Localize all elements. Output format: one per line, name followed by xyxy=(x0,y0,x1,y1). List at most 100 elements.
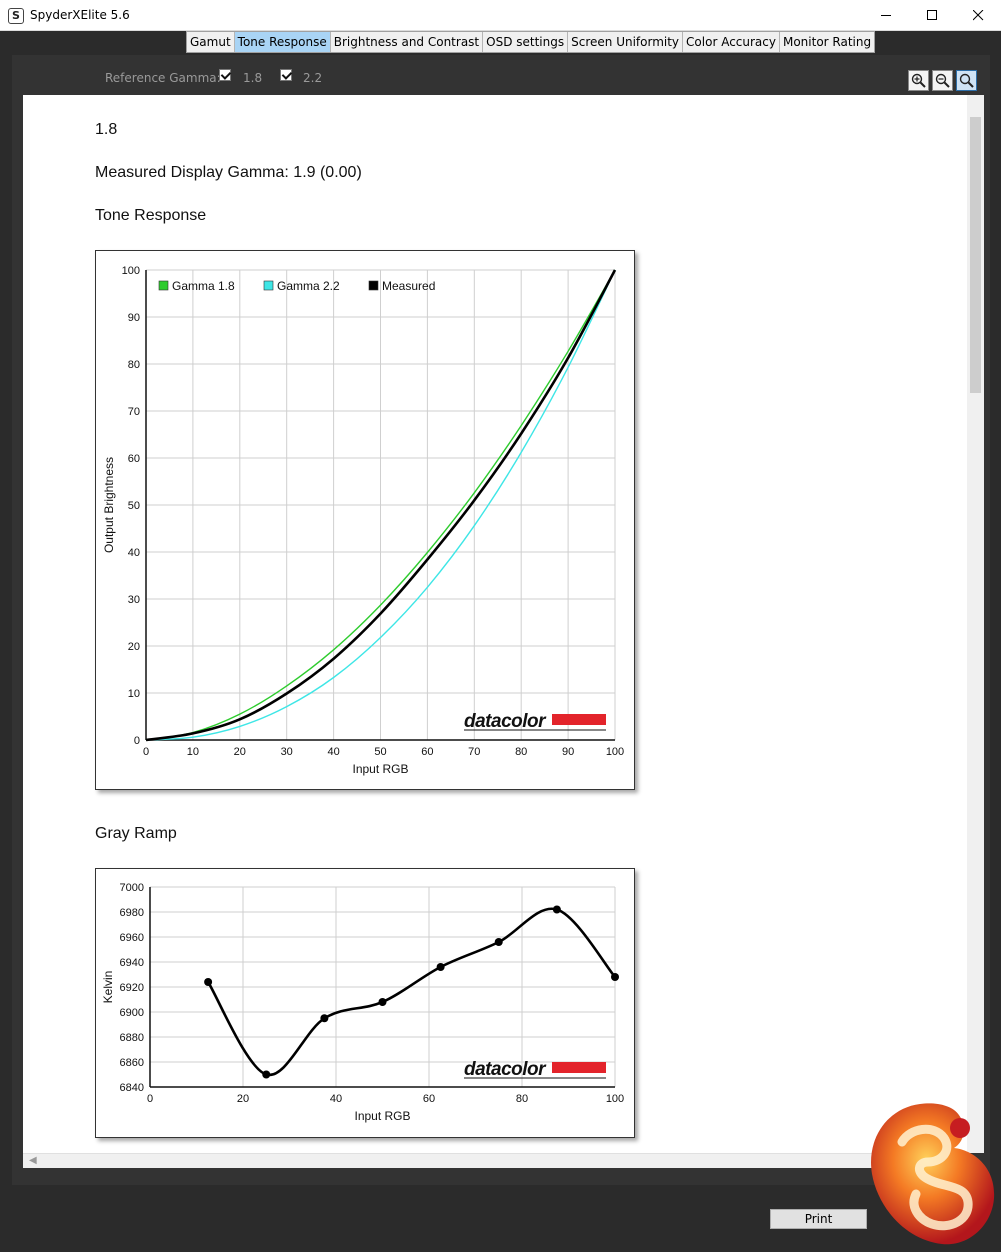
y-tick-label: 100 xyxy=(122,265,140,277)
zoom-out-button[interactable] xyxy=(932,70,953,91)
tab-screen-uniformity[interactable]: Screen Uniformity xyxy=(568,32,684,52)
datacolor-wordmark: datacolor xyxy=(464,1059,547,1080)
tab-osd-settings[interactable]: OSD settings xyxy=(483,32,569,52)
datacolor-bar xyxy=(552,1062,606,1073)
x-tick-label: 90 xyxy=(562,746,574,758)
series-line-2 xyxy=(145,269,617,742)
data-point xyxy=(552,905,561,914)
x-tick-label: 0 xyxy=(147,1093,153,1105)
x-tick-label: 30 xyxy=(281,746,293,758)
legend-swatch xyxy=(368,280,379,291)
x-axis-label: Input RGB xyxy=(354,1109,410,1123)
legend-label: Gamma 2.2 xyxy=(277,279,340,293)
title-bar: S SpyderXElite 5.6 xyxy=(0,0,1001,31)
gray-ramp-chart: 0 20 40 60 80 100 6840 6860 6880 6900 6920 6940 6960… xyxy=(95,868,635,1138)
zoom-in-icon xyxy=(911,73,926,88)
y-axis-label: Output Brightness xyxy=(102,457,116,553)
datacolor-bar xyxy=(552,714,606,725)
y-tick-label: 30 xyxy=(128,594,140,606)
y-tick-label: 70 xyxy=(128,406,140,418)
tab-brightness-contrast[interactable]: Brightness and Contrast xyxy=(331,32,484,52)
y-tick-label: 50 xyxy=(128,500,140,512)
x-tick-label: 100 xyxy=(606,1093,624,1105)
x-tick-label: 100 xyxy=(606,746,624,758)
legend-swatch xyxy=(263,280,274,291)
data-point xyxy=(262,1070,271,1079)
y-tick-label: 6900 xyxy=(120,1007,144,1019)
y-tick-label: 10 xyxy=(128,688,140,700)
y-tick-label: 6880 xyxy=(120,1032,144,1044)
magnifier-icon xyxy=(959,73,974,88)
report-panel: Reference Gamma: 1.8 2.2 1.8 Measured Di… xyxy=(12,55,990,1185)
gamma-2-2-checkbox[interactable] xyxy=(280,69,292,81)
y-tick-label: 6940 xyxy=(120,957,144,969)
legend-swatch xyxy=(158,280,169,291)
vertical-scroll-thumb[interactable] xyxy=(970,117,981,393)
y-tick-label: 6920 xyxy=(120,982,144,994)
x-tick-label: 80 xyxy=(515,746,527,758)
x-tick-label: 70 xyxy=(468,746,480,758)
legend-label: Gamma 1.8 xyxy=(172,279,235,293)
x-tick-label: 60 xyxy=(423,1093,435,1105)
tone-response-chart: 0 10 20 30 40 50 60 70 80 90 100 0 10 20 30 40 50 60 70 80 9… xyxy=(95,250,635,790)
gray-ramp-title: Gray Ramp xyxy=(95,825,177,842)
x-tick-label: 60 xyxy=(421,746,433,758)
series-line-1 xyxy=(145,269,616,741)
zoom-in-button[interactable] xyxy=(908,70,929,91)
gray-ramp-plot: 0 20 40 60 80 100 6840 6860 6880 6900 6920 6940 6960… xyxy=(101,882,624,1123)
y-tick-label: 0 xyxy=(134,735,140,747)
series-line-0 xyxy=(145,269,616,741)
x-axis-label: Input RGB xyxy=(352,762,408,776)
close-icon xyxy=(973,10,984,21)
datacolor-wordmark: datacolor xyxy=(464,711,547,732)
tab-monitor-rating[interactable]: Monitor Rating xyxy=(782,35,872,49)
data-point xyxy=(204,978,213,986)
minimize-button[interactable] xyxy=(863,0,909,31)
x-tick-label: 50 xyxy=(374,746,386,758)
x-tick-label: 20 xyxy=(237,1093,249,1105)
y-tick-label: 60 xyxy=(128,453,140,465)
y-tick-label: 20 xyxy=(128,641,140,653)
minimize-icon xyxy=(881,15,891,16)
x-tick-label: 40 xyxy=(330,1093,342,1105)
y-tick-label: 40 xyxy=(128,547,140,559)
watermark-logo xyxy=(871,1103,995,1245)
tab-gamut[interactable]: Gamut xyxy=(187,32,235,52)
data-point xyxy=(378,998,387,1006)
vertical-scrollbar[interactable] xyxy=(967,95,984,1153)
print-button[interactable]: Print xyxy=(770,1209,867,1229)
close-button[interactable] xyxy=(955,0,1001,31)
y-tick-label: 80 xyxy=(128,359,140,371)
data-point xyxy=(320,1014,329,1023)
y-axis-label: Kelvin xyxy=(101,971,115,1004)
y-tick-label: 6980 xyxy=(120,907,144,919)
x-tick-label: 20 xyxy=(234,746,246,758)
scroll-left-icon[interactable]: ◀ xyxy=(29,1155,37,1166)
data-point xyxy=(436,963,445,971)
app-icon: S xyxy=(8,8,24,24)
zoom-fit-button[interactable] xyxy=(956,70,977,91)
maximize-icon xyxy=(927,10,937,20)
horizontal-scrollbar[interactable]: ◀ xyxy=(23,1153,967,1168)
report-page: 1.8 Measured Display Gamma: 1.9 (0.00) T… xyxy=(23,95,967,1153)
x-tick-label: 0 xyxy=(143,746,149,758)
tab-bar: Gamut Tone Response Brightness and Contr… xyxy=(0,31,1001,55)
maximize-button[interactable] xyxy=(909,0,955,31)
y-tick-label: 6960 xyxy=(120,932,144,944)
y-tick-label: 6840 xyxy=(120,1082,144,1094)
measured-gamma-text: Measured Display Gamma: 1.9 (0.00) xyxy=(95,164,362,181)
tab-tone-response[interactable]: Tone Response xyxy=(234,32,331,52)
window-title: SpyderXElite 5.6 xyxy=(30,8,130,22)
gamma-1-8-checkbox[interactable] xyxy=(219,69,231,81)
y-tick-label: 6860 xyxy=(120,1057,144,1069)
legend-label: Measured xyxy=(382,279,435,293)
reference-gamma-label: Reference Gamma: xyxy=(105,71,221,85)
y-tick-label: 90 xyxy=(128,312,140,324)
data-point xyxy=(494,938,503,946)
tab-color-accuracy[interactable]: Color Accuracy xyxy=(683,32,780,52)
gamma-2-2-label: 2.2 xyxy=(303,71,323,85)
zoom-out-icon xyxy=(935,73,950,88)
x-tick-label: 40 xyxy=(327,746,339,758)
gamma-1-8-label: 1.8 xyxy=(243,71,263,85)
data-point xyxy=(611,973,619,981)
